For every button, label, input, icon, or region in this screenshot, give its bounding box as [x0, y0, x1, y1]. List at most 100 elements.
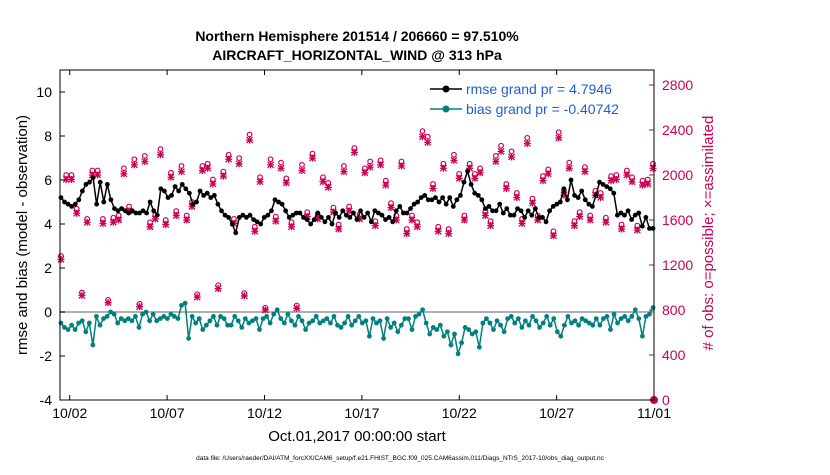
obs-assimilated-point: [177, 168, 185, 176]
rmse-point: [158, 186, 164, 192]
obs-assimilated-point: [157, 151, 165, 159]
y-axis-label-right: # of obs: o=possible; ×=assimilated: [700, 116, 717, 351]
bias-point: [228, 322, 234, 328]
x-axis-label: Oct.01,2017 00:00:00 start: [268, 428, 446, 445]
obs-assimilated-point: [607, 177, 615, 185]
rmse-point: [286, 215, 292, 220]
bias-point: [214, 322, 220, 328]
rmse-point: [629, 217, 635, 223]
rmse-point: [229, 221, 235, 227]
bias-point: [97, 322, 103, 328]
rmse-point: [258, 221, 264, 227]
rmse-point: [133, 210, 139, 216]
bias-point: [94, 314, 99, 319]
rmse-point: [172, 184, 178, 190]
bias-point: [352, 318, 358, 324]
obs-assimilated-point: [335, 225, 343, 233]
rmse-point: [176, 188, 182, 194]
obs-assimilated-point: [633, 226, 641, 234]
rmse-point: [101, 199, 107, 205]
bias-point: [576, 322, 581, 328]
legend-bias-label: bias grand pr = -0.40742: [466, 101, 619, 117]
rmse-point: [247, 212, 253, 218]
bias-point: [140, 311, 145, 317]
obs-assimilated-point: [523, 139, 531, 147]
rmse-point: [418, 195, 424, 201]
obs-assimilated-point: [549, 232, 557, 240]
rmse-point: [144, 210, 149, 216]
bias-point: [281, 320, 287, 326]
bias-point: [561, 322, 567, 328]
rmse-point: [76, 197, 82, 203]
bias-point: [512, 320, 518, 326]
obs-assimilated-point: [418, 133, 426, 141]
rmse-point: [582, 197, 588, 203]
bias-point: [278, 316, 284, 321]
y-axis-label-left: rmse and bias (model - observation): [14, 115, 31, 355]
bias-point: [143, 309, 149, 315]
obs-assimilated-point: [314, 215, 322, 223]
bias-point: [480, 320, 486, 326]
plot-frame: [59, 69, 655, 401]
rmse-point: [525, 208, 531, 214]
rmse-point: [379, 212, 385, 218]
bias-point: [643, 314, 649, 319]
obs-assimilated-point: [612, 175, 620, 183]
bias-point: [239, 325, 245, 330]
bias-point: [274, 307, 280, 313]
y-tick-label-left: 4: [44, 216, 52, 232]
rmse-point: [433, 195, 438, 201]
bias-point: [484, 316, 489, 321]
rmse-point: [244, 215, 249, 220]
bias-point: [544, 314, 550, 319]
obs-assimilated-point: [497, 147, 505, 155]
bias-point: [593, 316, 599, 321]
chart-title-line1: Northern Hemisphere 201514 / 206660 = 97…: [195, 28, 519, 44]
bias-point: [349, 322, 355, 328]
obs-assimilated-point: [539, 177, 547, 185]
rmse-point: [543, 219, 549, 225]
bias-point: [501, 329, 507, 335]
obs-assimilated-point: [555, 134, 563, 142]
legend-box: [425, 77, 647, 119]
rmse-point: [540, 215, 545, 220]
obs-assimilated-point: [487, 222, 495, 230]
bias-point: [448, 342, 454, 348]
bias-point: [586, 320, 592, 326]
bias-point: [650, 305, 656, 310]
bias-point: [441, 333, 447, 339]
obs-assimilated-point: [162, 220, 170, 228]
bias-point: [462, 325, 468, 330]
rmse-point: [518, 208, 524, 214]
bias-point: [221, 316, 227, 321]
rmse-point: [522, 215, 528, 220]
bias-point: [519, 325, 525, 330]
rmse-point: [408, 206, 413, 212]
bias-point: [271, 311, 277, 317]
bias-point: [597, 322, 603, 328]
obs-assimilated-point: [198, 166, 206, 174]
obs-assimilated-point: [57, 255, 65, 263]
bias-point: [551, 316, 557, 321]
bias-point: [554, 329, 560, 335]
x-tick-label: 10/07: [150, 405, 185, 421]
obs-assimilated-point: [445, 229, 453, 237]
rmse-point: [194, 199, 199, 205]
obs-assimilated-point: [141, 157, 149, 165]
obs-assimilated-point: [450, 156, 458, 164]
y-tick-label-right: 1600: [662, 212, 693, 228]
rmse-point: [293, 210, 299, 216]
rmse-point: [507, 212, 513, 218]
bias-point: [65, 327, 71, 332]
y-tick-label-left: 6: [44, 172, 52, 188]
x-tick-labels: 10/02 10/07 10/12 10/17 10/22 10/27 11/01: [52, 405, 671, 421]
rmse-point: [393, 208, 399, 214]
rmse-point: [465, 168, 470, 174]
obs-assimilated-point: [214, 285, 222, 293]
obs-assimilated-point: [356, 215, 364, 223]
y-tick-label-left: -4: [40, 392, 53, 408]
rmse-point: [443, 201, 449, 207]
rmse-point: [440, 195, 445, 201]
bias-point: [193, 320, 199, 326]
obs-assimilated-point: [109, 218, 117, 226]
